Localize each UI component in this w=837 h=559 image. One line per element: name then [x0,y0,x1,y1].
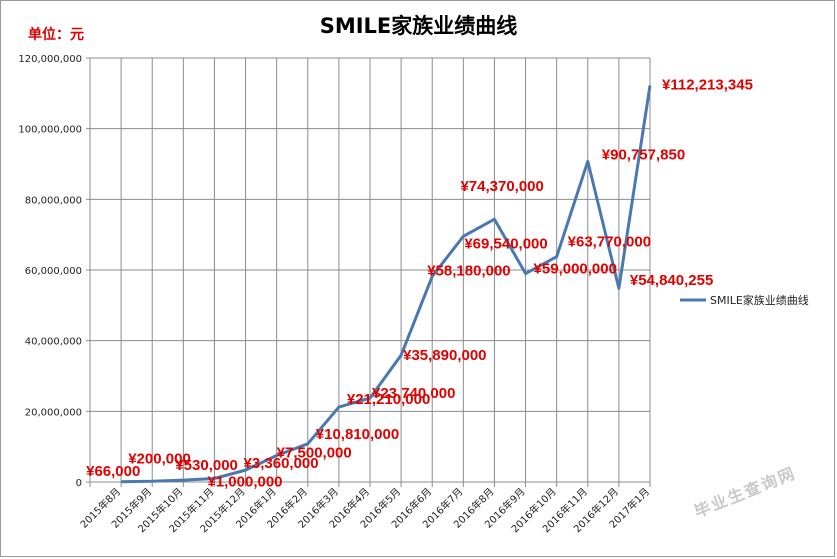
data-label: ¥3,360,000 [244,455,319,472]
legend-label: SMILE家族业绩曲线 [710,293,809,307]
data-label: ¥23,740,000 [372,385,455,402]
y-tick-label: 80,000,000 [25,195,82,206]
chart-title: SMILE家族业绩曲线 [319,14,518,38]
y-tick-label: 60,000,000 [25,266,82,277]
legend: SMILE家族业绩曲线 [680,293,809,307]
data-label: ¥10,810,000 [316,426,399,443]
data-label: ¥74,370,000 [460,178,543,195]
data-label: ¥69,540,000 [464,235,547,252]
y-tick-label: 120,000,000 [18,54,82,65]
data-label: ¥112,213,345 [662,77,753,94]
data-label: ¥90,757,850 [602,146,685,163]
unit-label: 单位：元 [28,27,84,43]
data-label: ¥1,000,000 [207,473,282,490]
series-line-smile [121,85,652,484]
y-tick-label: 20,000,000 [25,407,82,418]
y-tick-label: 0 [76,478,82,489]
data-labels: ¥66,000¥200,000¥530,000¥1,000,000¥3,360,… [86,77,753,491]
data-label: ¥58,180,000 [427,262,510,279]
data-label: ¥7,500,000 [277,445,352,462]
data-label: ¥54,840,255 [630,272,713,289]
y-tick-label: 100,000,000 [18,125,82,136]
data-label: ¥21,210,000 [347,391,430,408]
data-label: ¥530,000 [175,457,238,474]
data-label: ¥63,770,000 [568,234,651,251]
series-line [121,85,652,484]
data-label: ¥59,000,000 [534,261,617,278]
data-label: ¥66,000 [86,463,140,480]
y-tick-label: 40,000,000 [25,337,82,348]
data-label: ¥35,890,000 [403,347,486,364]
data-label: ¥200,000 [128,450,191,467]
